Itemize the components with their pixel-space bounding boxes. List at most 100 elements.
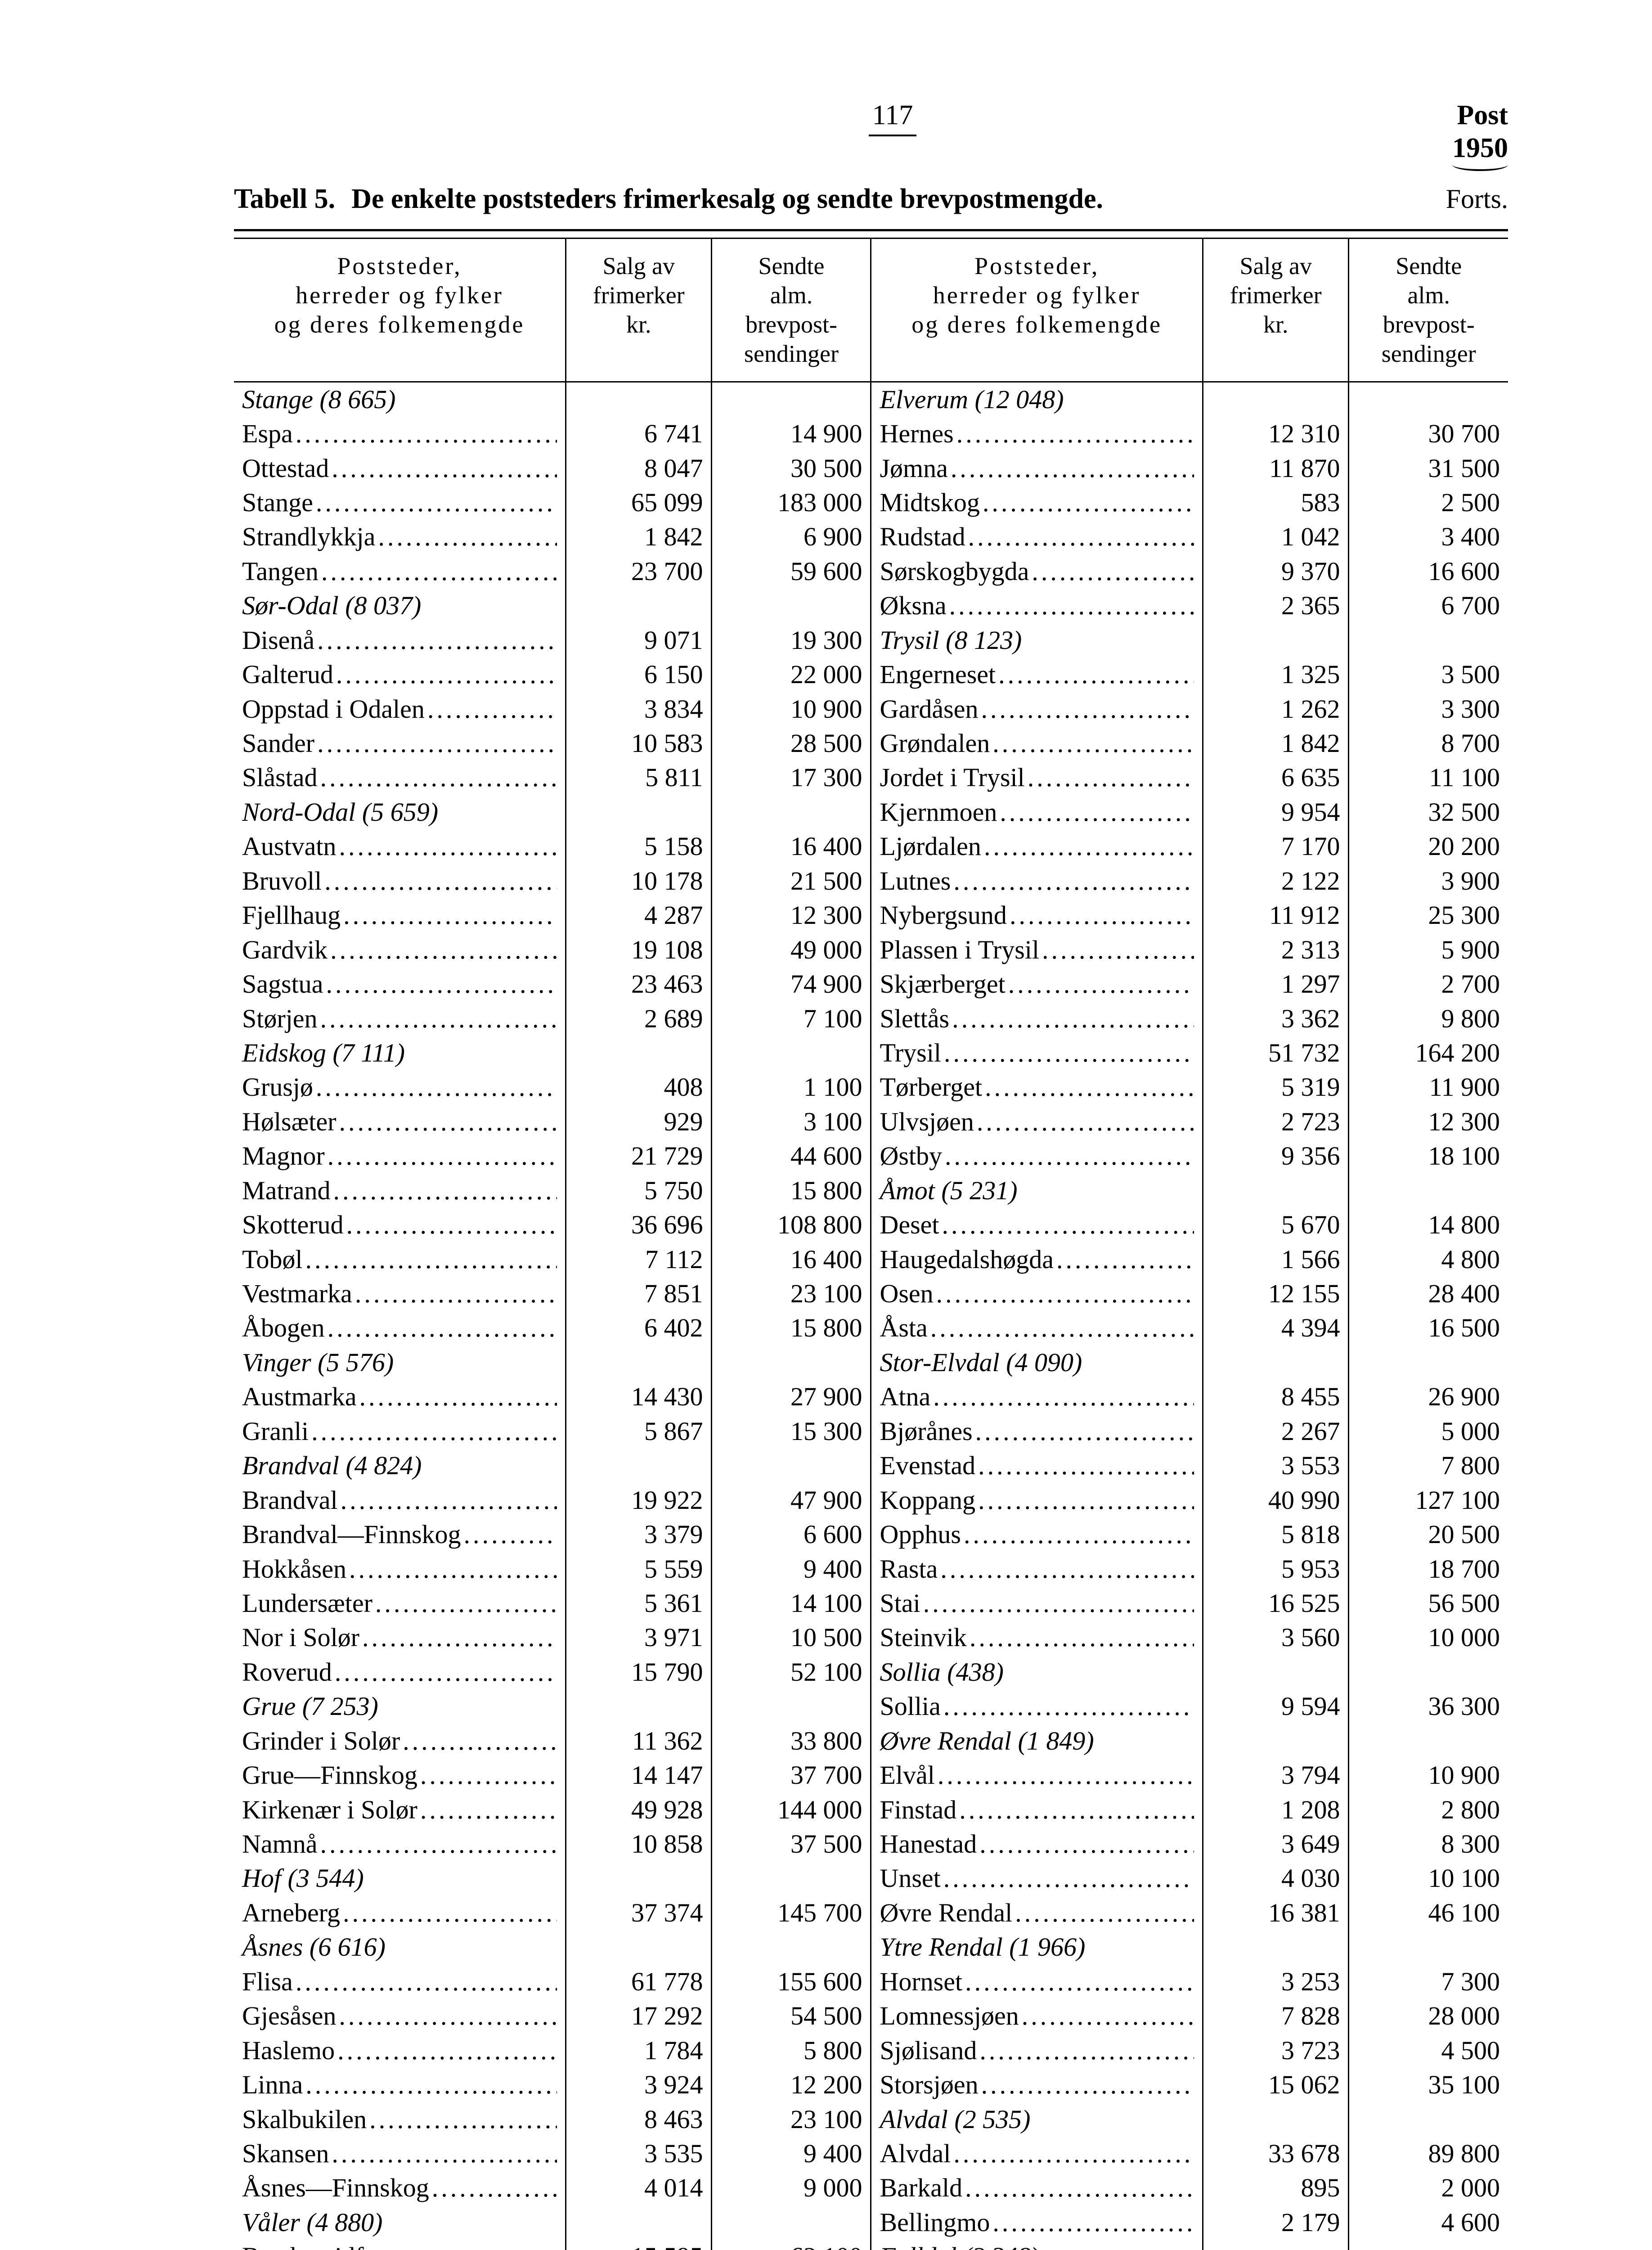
table-cell — [1349, 1174, 1508, 1208]
table-cell: 12 155 — [1203, 1277, 1348, 1311]
table-cell — [1203, 1346, 1348, 1380]
table-cell — [712, 1861, 871, 1895]
data-table: Poststeder,herreder og fylkerog deres fo… — [234, 239, 1508, 2250]
table-row: Størjen2 6897 100Slettås3 3629 800 — [234, 1002, 1508, 1036]
entry-label: Hornset — [880, 1966, 1194, 1997]
table-cell: 7 300 — [1349, 1965, 1508, 1999]
table-cell — [1349, 1655, 1508, 1689]
table-cell: 3 723 — [1203, 2034, 1348, 2068]
table-cell: 3 100 — [712, 1105, 871, 1139]
table-cell: 49 928 — [566, 1793, 712, 1827]
table-cell: 1 566 — [1203, 1242, 1348, 1277]
table-row: Hølsæter9293 100Ulvsjøen2 72312 300 — [234, 1105, 1508, 1139]
entry-label: Lomnessjøen — [880, 2001, 1194, 2031]
entry-label: Skalbukilen — [242, 2104, 557, 2135]
table-cell: 583 — [1203, 486, 1348, 520]
table-cell: 4 030 — [1203, 1861, 1348, 1895]
table-cell: 20 500 — [1349, 1517, 1508, 1552]
table-cell: 25 300 — [1349, 898, 1508, 932]
entry-label: Åsnes—Finnskog — [242, 2173, 557, 2203]
table-cell: 9 370 — [1203, 554, 1348, 589]
entry-label: Øvre Rendal — [880, 1898, 1194, 1928]
entry-label: Flisa — [242, 1966, 557, 1997]
table-cell: 54 500 — [712, 1999, 871, 2033]
table-cell: 3 560 — [1203, 1620, 1348, 1655]
table-cell: 1 842 — [1203, 726, 1348, 760]
entry-label: Rasta — [880, 1554, 1194, 1584]
table-row: Stange (8 665)Elverum (12 048) — [234, 382, 1508, 417]
table-row: Sagstua23 46374 900Skjærberget1 2972 700 — [234, 967, 1508, 1001]
table-title: De enkelte poststeders frimerkesalg og s… — [351, 183, 1430, 216]
entry-label: Skjærberget — [880, 969, 1194, 999]
entry-label: Espa — [242, 418, 557, 449]
table-cell: 19 922 — [566, 1483, 712, 1517]
table-head: Poststeder,herreder og fylkerog deres fo… — [234, 239, 1508, 382]
group-label: Stor-Elvdal (4 090) — [880, 1348, 1082, 1377]
table-cell: 6 741 — [566, 417, 712, 451]
entry-label: Koppang — [880, 1485, 1194, 1516]
table-cell: 23 463 — [566, 967, 712, 1001]
entry-label: Kirkenær i Solør — [242, 1795, 557, 1825]
table-cell: 23 100 — [712, 2102, 871, 2137]
table-cell: 18 700 — [1349, 1552, 1508, 1586]
table-cell: 10 900 — [1349, 1758, 1508, 1792]
entry-label: Sørskogbygda — [880, 556, 1194, 587]
entry-label: Sander — [242, 728, 557, 759]
entry-label: Sjølisand — [880, 2035, 1194, 2066]
entry-label: Åbogen — [242, 1313, 557, 1343]
entry-label: Arneberg — [242, 1898, 557, 1928]
table-cell: 10 900 — [712, 692, 871, 726]
entry-label: Kjernmoen — [880, 797, 1194, 828]
entry-label: Bruvoll — [242, 866, 557, 896]
table-cell: 31 500 — [1349, 451, 1508, 486]
entry-label: Gjesåsen — [242, 2001, 557, 2031]
table-cell: 89 800 — [1349, 2137, 1508, 2171]
table-cell — [566, 1036, 712, 1070]
table-cell — [1349, 2240, 1508, 2250]
table-cell: 3 379 — [566, 1517, 712, 1552]
table-cell: 7 828 — [1203, 1999, 1348, 2033]
table-cell: 9 000 — [712, 2171, 871, 2205]
col-stamps-right: Salg avfrimerkerkr. — [1203, 239, 1348, 382]
table-cell: 15 300 — [712, 1414, 871, 1449]
entry-label: Engerneset — [880, 659, 1194, 690]
entry-label: Sagstua — [242, 969, 557, 999]
table-row: Galterud6 15022 000Engerneset1 3253 500 — [234, 657, 1508, 692]
table-cell: 3 500 — [1349, 657, 1508, 692]
entry-label: Tørberget — [880, 1072, 1194, 1102]
table-body: Stange (8 665)Elverum (12 048)Espa 6 741 1… — [234, 382, 1508, 2250]
col-name-text-r: Poststeder,herreder og fylkerog deres fo… — [911, 252, 1162, 338]
table-cell: 10 100 — [1349, 1861, 1508, 1895]
entry-label: Hanestad — [880, 1829, 1194, 1859]
table-cell — [1203, 2102, 1348, 2137]
entry-label: Ulvsjøen — [880, 1107, 1194, 1137]
table-cell: 11 912 — [1203, 898, 1348, 932]
table-cell: 36 696 — [566, 1208, 712, 1242]
table-cell: 2 179 — [1203, 2205, 1348, 2240]
group-label: Våler (4 880) — [242, 2208, 383, 2237]
table-cell: 2 800 — [1349, 1793, 1508, 1827]
group-label: Elverum (12 048) — [880, 385, 1064, 414]
entry-label: Hølsæter — [242, 1107, 557, 1137]
table-row: Flisa61 778155 600Hornset3 2537 300 — [234, 1965, 1508, 1999]
table-cell: 16 500 — [1349, 1311, 1508, 1345]
table-cell — [712, 795, 871, 829]
table-cell: 26 900 — [1349, 1380, 1508, 1414]
table-cell: 47 900 — [712, 1483, 871, 1517]
table-cell: 23 700 — [566, 554, 712, 589]
group-label: Grue (7 253) — [242, 1692, 378, 1721]
table-cell: 2 267 — [1203, 1414, 1348, 1449]
table-cell: 108 800 — [712, 1208, 871, 1242]
table-cell — [1203, 1174, 1348, 1208]
table-cell: 9 071 — [566, 623, 712, 657]
table-cell: 6 700 — [1349, 589, 1508, 623]
table-cell: 10 583 — [566, 726, 712, 760]
table-cell — [566, 795, 712, 829]
entry-label: Lundersæter — [242, 1588, 557, 1619]
header-row: 117 Post 1950 — [234, 99, 1508, 165]
table-row: Stange65 099183 000Midtskog5832 500 — [234, 486, 1508, 520]
table-cell: 3 362 — [1203, 1002, 1348, 1036]
entry-label: Strandlykkja — [242, 522, 557, 552]
table-cell: 2 689 — [566, 1002, 712, 1036]
table-cell: 17 292 — [566, 1999, 712, 2033]
